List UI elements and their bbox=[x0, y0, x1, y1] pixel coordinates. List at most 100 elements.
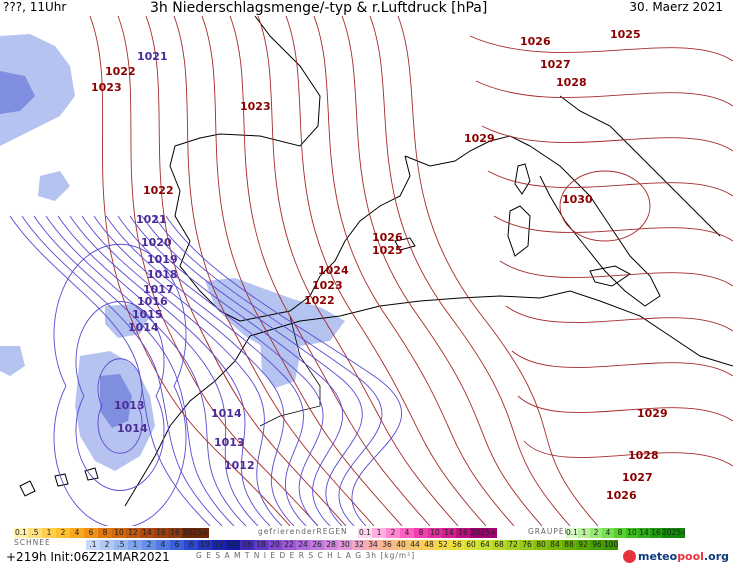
isobar-label: 1013 bbox=[114, 399, 145, 412]
legend-cell: 68 bbox=[492, 540, 506, 550]
isobar-line bbox=[33, 215, 235, 526]
isobar-line bbox=[313, 16, 515, 526]
coast-balearic bbox=[394, 237, 416, 251]
legend-cell: 2 bbox=[590, 528, 602, 538]
isobar-label: 1023 bbox=[312, 279, 343, 292]
legend-cell: 0.1 bbox=[566, 528, 578, 538]
isobar-label: 1021 bbox=[137, 50, 168, 63]
legend-freezing-caption: gefrierenderREGEN bbox=[258, 527, 348, 536]
coastline-layer bbox=[19, 16, 733, 507]
isobar-layer bbox=[9, 16, 733, 526]
legend-cell: 60 bbox=[464, 540, 478, 550]
legend-cell: 1 bbox=[372, 528, 386, 538]
legend-cell: 2025+ bbox=[182, 528, 209, 538]
isobar-label: 1028 bbox=[628, 449, 659, 462]
isobar-label: 1015 bbox=[132, 308, 163, 321]
isobar-label: 1030 bbox=[562, 193, 593, 206]
legend-cell: 16 bbox=[456, 528, 470, 538]
isobar-label: 1018 bbox=[147, 268, 178, 281]
isobar-label: 1013 bbox=[214, 436, 245, 449]
legend-cell: 40 bbox=[394, 540, 408, 550]
legend-cell: 0.1 bbox=[14, 528, 28, 538]
coast-morocco-atlantic bbox=[124, 335, 251, 507]
legend-cell: 26 bbox=[310, 540, 324, 550]
coast-canaries bbox=[19, 467, 99, 497]
isobar-label: 1014 bbox=[211, 407, 242, 420]
isobar-label-layer: 1021102210231023102210211020101910181017… bbox=[91, 28, 668, 502]
isobar-label: 1025 bbox=[372, 244, 403, 257]
isobar-line bbox=[153, 215, 383, 526]
isobar-line bbox=[173, 16, 375, 526]
legend-cell: 34 bbox=[366, 540, 380, 550]
legend-cell: 72 bbox=[506, 540, 520, 550]
isobar-line bbox=[469, 35, 733, 62]
isobar-line bbox=[505, 305, 733, 332]
isobar-line bbox=[517, 395, 733, 422]
legend-snow-scale: 0.1.5 1 2 4 6 8 10 12 14 16 18 2025+ bbox=[14, 528, 209, 538]
isobar-line bbox=[201, 16, 403, 526]
logo-ball-icon bbox=[622, 550, 636, 563]
precip-core-southwest bbox=[100, 374, 132, 428]
isobar-label: 1014 bbox=[117, 422, 148, 435]
coast-iberia-west bbox=[169, 145, 241, 322]
isobar-line bbox=[97, 358, 143, 454]
isobar-line bbox=[475, 80, 733, 107]
legend-cell: 30 bbox=[338, 540, 352, 550]
map-svg: 1021102210231023102210211020101910181017… bbox=[0, 16, 733, 526]
legend-cell: 6 bbox=[170, 540, 184, 550]
isobar-line bbox=[57, 215, 259, 526]
isobar-label: 1023 bbox=[240, 100, 271, 113]
isobar-label: 1029 bbox=[464, 132, 495, 145]
border-morocco-algeria bbox=[259, 315, 321, 427]
isobar-line bbox=[141, 215, 363, 526]
legend-cell: 12 bbox=[126, 528, 140, 538]
isobar-line bbox=[129, 215, 344, 526]
legend-cell: 100 bbox=[604, 540, 618, 550]
meteopool-logo: meteopool.org bbox=[622, 550, 729, 563]
coast-italy bbox=[529, 145, 661, 307]
isobar-line bbox=[69, 215, 271, 526]
legend-cell: 10 bbox=[198, 540, 212, 550]
isobar-label: 1026 bbox=[606, 489, 637, 502]
legend-cell: 24 bbox=[296, 540, 310, 550]
map-date: 30. Maerz 2021 bbox=[629, 0, 723, 14]
isobar-line bbox=[487, 170, 733, 197]
legend-cell: 2 bbox=[100, 540, 114, 550]
isobar-label: 1028 bbox=[556, 76, 587, 89]
isobar-line bbox=[21, 215, 223, 526]
isobar-label: 1020 bbox=[141, 236, 172, 249]
legend-cell: 10 bbox=[112, 528, 126, 538]
legend-total-caption: G E S A M T N I E D E R S C H L A G 3h [… bbox=[196, 551, 416, 560]
precip-area-northwest bbox=[0, 34, 75, 146]
isobar-line bbox=[559, 170, 651, 242]
isobar-label: 1016 bbox=[137, 295, 168, 308]
isobar-label: 1022 bbox=[304, 294, 335, 307]
isobar-label: 1017 bbox=[143, 283, 174, 296]
legend-cell: .5 bbox=[28, 528, 42, 538]
legend-cell: 8 bbox=[414, 528, 428, 538]
isobar-line bbox=[481, 125, 733, 152]
legend-cell: 14 bbox=[442, 528, 456, 538]
legend-cell: 16 bbox=[154, 528, 168, 538]
isobar-line bbox=[285, 16, 487, 526]
isobar-label: 1019 bbox=[147, 253, 178, 266]
legend-cell: 4 bbox=[156, 540, 170, 550]
legend-cell: 32 bbox=[352, 540, 366, 550]
legend-cell: 22 bbox=[282, 540, 296, 550]
legend-total-scale: .1 2.5 1 2 4 6 8 10 12 14 16 18 20 22 24 26 28 30 32 34 36 40… bbox=[86, 540, 618, 550]
logo-text: meteopool.org bbox=[637, 550, 729, 563]
coast-corsica bbox=[514, 163, 531, 195]
legend-cell: 36 bbox=[380, 540, 394, 550]
precip-area-azores bbox=[0, 346, 25, 376]
legend-cell: 16 bbox=[650, 528, 662, 538]
isobar-label: 1026 bbox=[520, 35, 551, 48]
legend-cell: 52 bbox=[436, 540, 450, 550]
legend-cell: 10 bbox=[626, 528, 638, 538]
legend-cell: 64 bbox=[478, 540, 492, 550]
legend-cell: .5 bbox=[114, 540, 128, 550]
legend-snow-caption: SCHNEE bbox=[14, 538, 51, 547]
legend-cell: 6 bbox=[84, 528, 98, 538]
legend-cell: 48 bbox=[422, 540, 436, 550]
precip-area-gibraltar bbox=[205, 278, 345, 356]
isobar-line bbox=[511, 350, 733, 377]
